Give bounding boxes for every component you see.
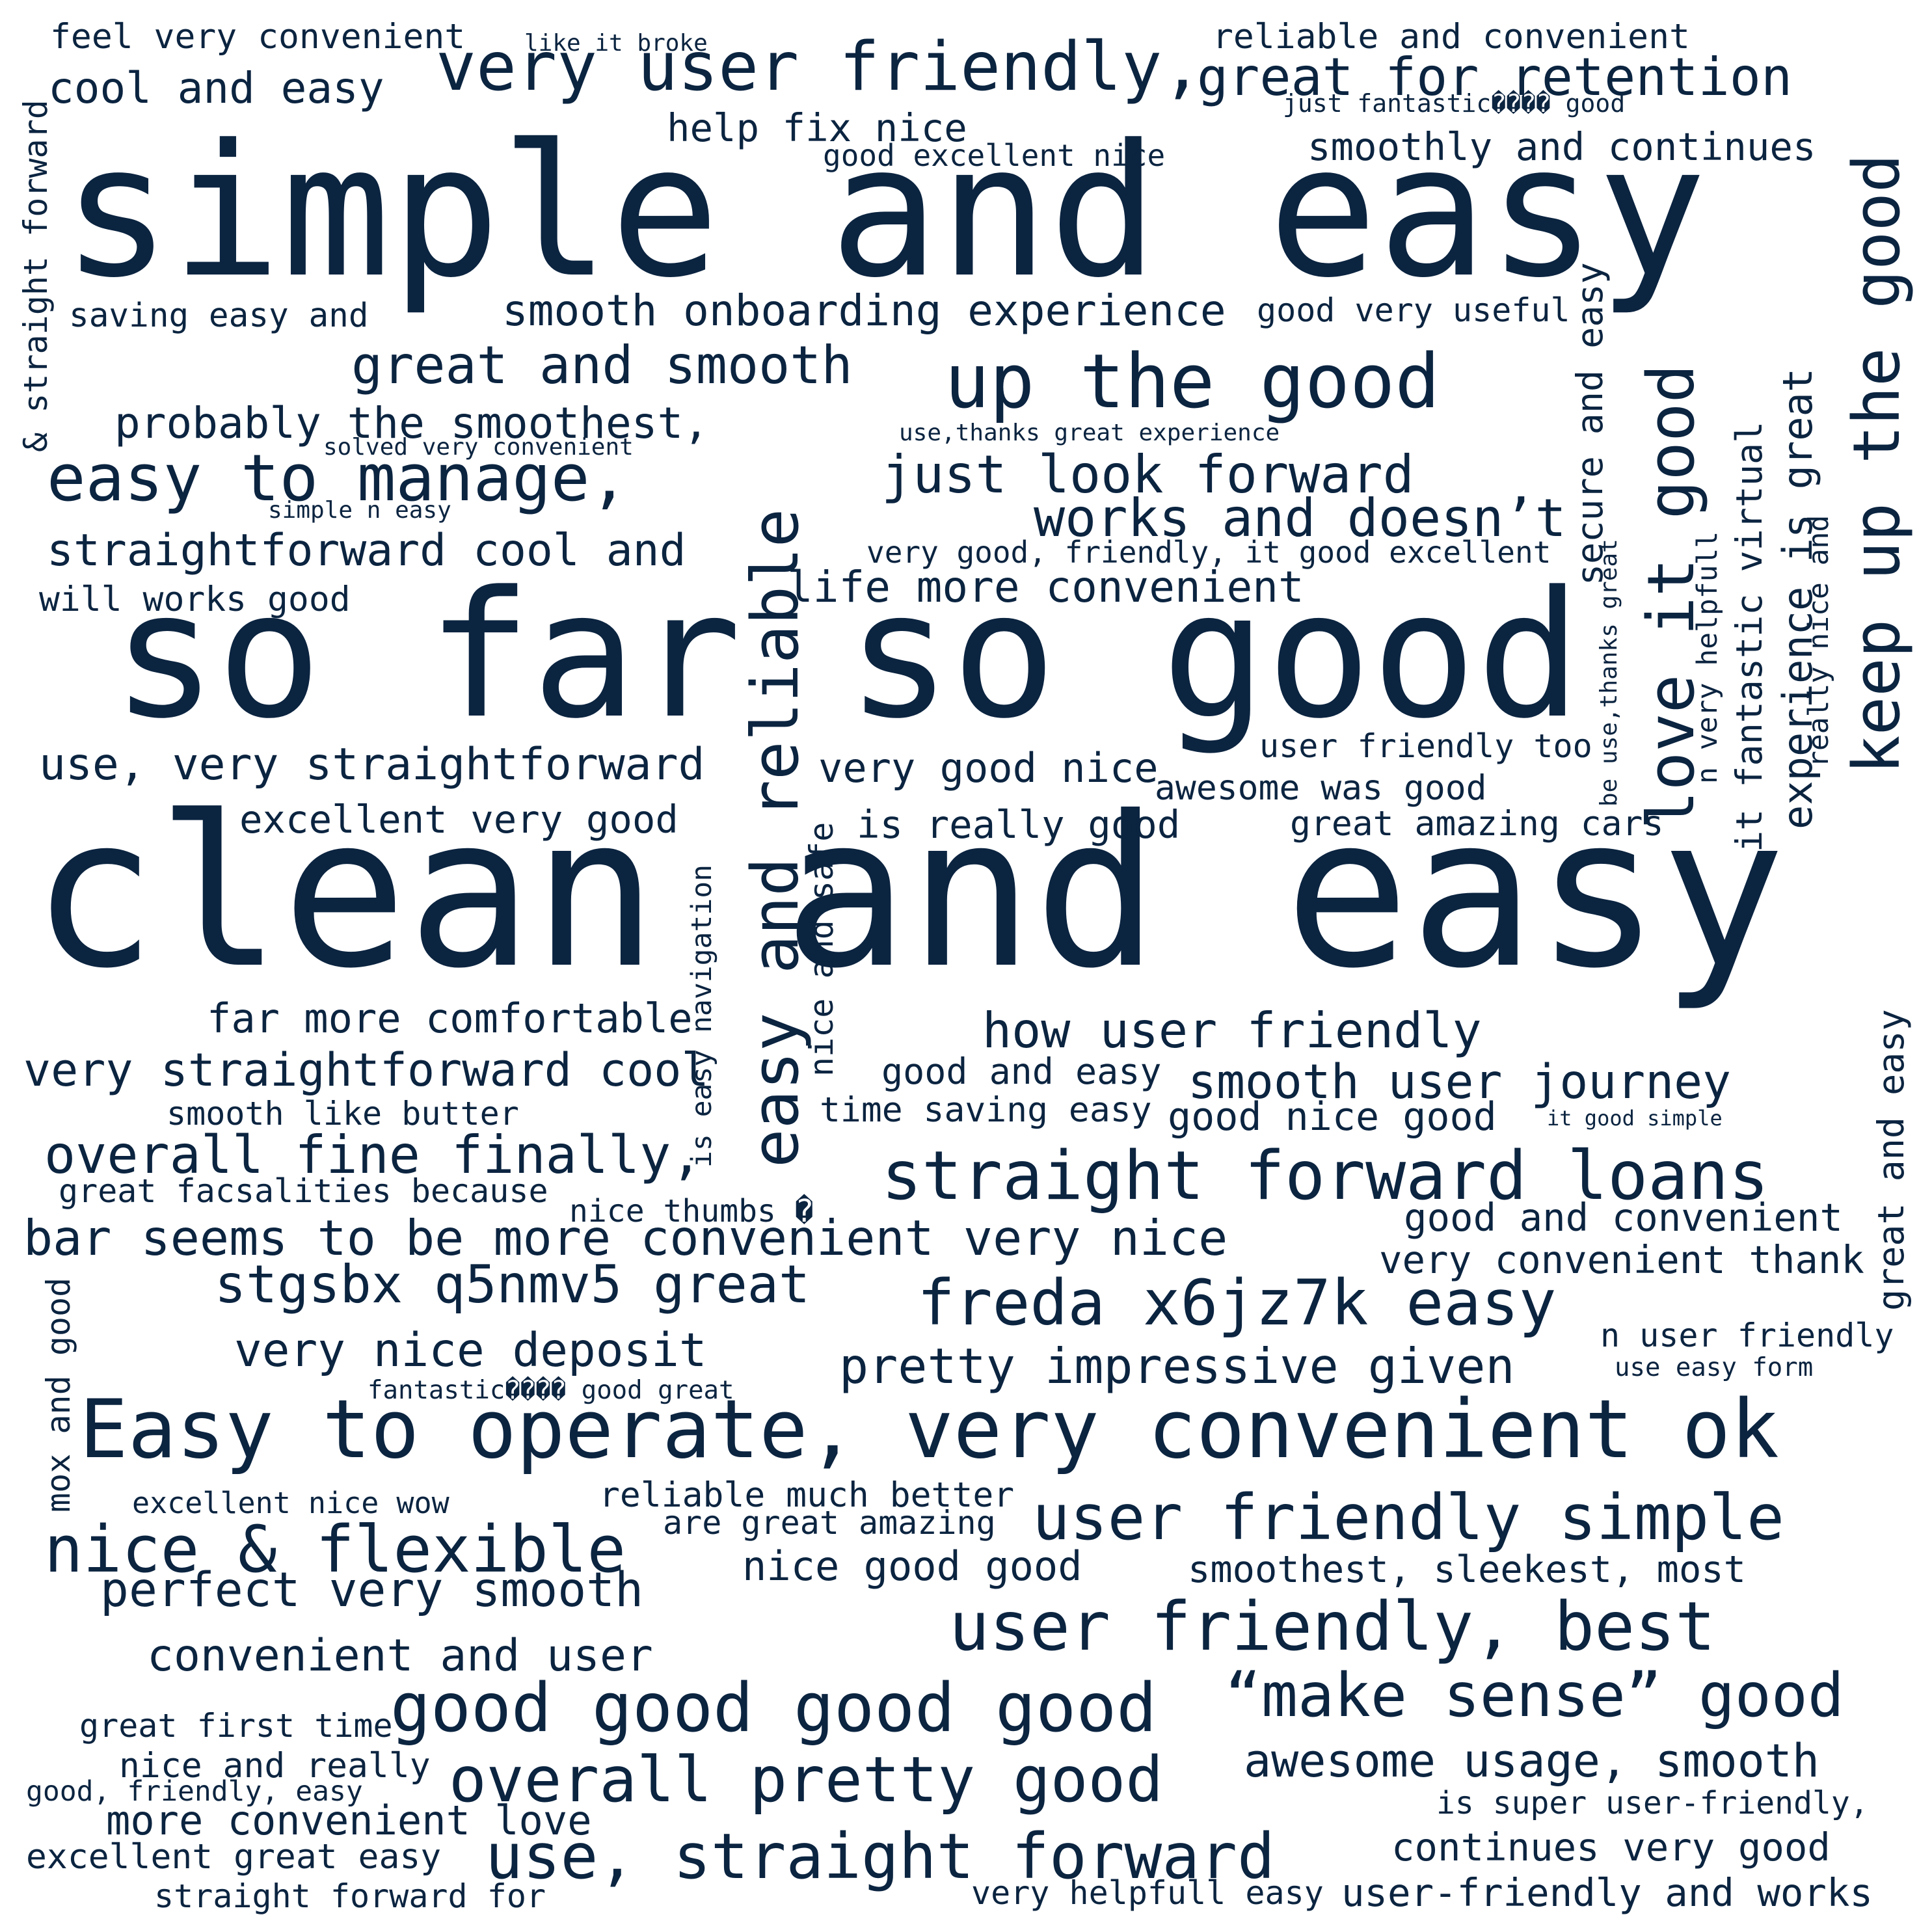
word: pretty impressive given <box>839 1337 1515 1395</box>
word: help fix nice <box>667 105 967 150</box>
word-vertical: great and easy <box>1870 1009 1912 1311</box>
word: is really good <box>857 802 1181 847</box>
word: simple and easy <box>62 106 1707 318</box>
word: cool and easy <box>48 63 384 113</box>
word: reliable and convenient <box>1213 17 1690 57</box>
word: use,thanks great experience <box>899 420 1280 446</box>
word: straight forward for <box>154 1877 546 1915</box>
word: reliable much better <box>599 1475 1015 1515</box>
word: will works good <box>39 580 351 619</box>
word-vertical: mox and good <box>40 1277 77 1512</box>
word: user friendly simple <box>1032 1481 1784 1554</box>
word-vertical: nice and safe <box>803 822 840 1077</box>
word: more convenient love <box>106 1797 592 1844</box>
word: feel very convenient <box>50 17 466 57</box>
word: like it broke <box>524 30 708 57</box>
word: solved very convenient <box>323 434 634 461</box>
word: straight forward loans <box>881 1137 1769 1215</box>
word: smoothest, sleekest, most <box>1188 1548 1746 1591</box>
word: just look forward <box>881 444 1414 505</box>
word: bar seems to be more convenient very nic… <box>23 1209 1228 1267</box>
word-vertical: secure and easy <box>1569 262 1611 585</box>
word: stgsbx q5nmv5 great <box>215 1254 811 1315</box>
word: fantastic���� good great <box>368 1376 734 1405</box>
word-vertical: & straight forward <box>17 100 55 452</box>
word: just fantastic���� good <box>1283 89 1626 118</box>
word: life more convenient <box>787 562 1304 612</box>
word: nice good good <box>742 1542 1082 1590</box>
word: works and doesn’t <box>1034 488 1566 548</box>
word: are great amazing <box>663 1504 996 1542</box>
word: very convenient thank <box>1379 1237 1864 1282</box>
word: use, straight forward <box>485 1820 1275 1893</box>
word: user-friendly and works <box>1341 1870 1873 1915</box>
word-vertical: it fantastic virtual <box>1728 421 1770 852</box>
word: excellent very good <box>239 797 678 842</box>
word: very good nice <box>818 744 1159 792</box>
word: so far so good <box>112 554 1581 757</box>
word: overall pretty good <box>449 1743 1164 1816</box>
word: convenient and user <box>147 1630 653 1682</box>
word: good, friendly, easy <box>26 1775 363 1808</box>
word: far more comfortable <box>207 995 693 1042</box>
word: user friendly, best <box>949 1588 1716 1666</box>
word: overall fine finally, <box>44 1125 703 1185</box>
word: use, very straightforward <box>39 739 705 790</box>
word-vertical: really nice and <box>1803 515 1835 768</box>
word: continues very good <box>1391 1825 1831 1870</box>
word: great amazing cars <box>1290 804 1664 844</box>
word: straightforward cool and <box>47 525 686 576</box>
word: awesome usage, smooth <box>1244 1734 1820 1788</box>
word: very user friendly, <box>436 28 1203 106</box>
word: great and smooth <box>351 335 853 396</box>
word: saving easy and <box>69 297 369 335</box>
word: smooth user journey <box>1188 1054 1732 1110</box>
word-vertical: is easy navigation <box>686 865 718 1168</box>
word: very good, friendly, it good excellent <box>866 535 1551 570</box>
word: smooth like butter <box>167 1095 519 1133</box>
word: smooth onboarding experience <box>502 286 1226 336</box>
word: clean and easy <box>31 772 1786 1014</box>
word: perfect very smooth <box>100 1563 644 1618</box>
word: very nice deposit <box>234 1323 707 1377</box>
word: use easy form <box>1615 1353 1814 1382</box>
word-vertical: easy and reliable <box>738 508 813 1168</box>
word-vertical: keep up the good <box>1840 154 1914 774</box>
word-vertical: n very helpfull <box>1691 531 1724 784</box>
word: excellent nice wow <box>132 1486 449 1520</box>
word: smoothly and continues <box>1308 124 1816 169</box>
word: great first time <box>79 1707 393 1745</box>
word: freda x6jz7k easy <box>917 1267 1557 1339</box>
word: it good simple <box>1547 1106 1723 1131</box>
word: nice and really <box>119 1746 431 1786</box>
word: awesome was good <box>1155 768 1487 808</box>
word: very straightforward cool <box>23 1043 709 1097</box>
word: up the good <box>945 338 1440 425</box>
word: excellent great easy <box>26 1837 442 1877</box>
word-vertical: be use,thanks great <box>1596 539 1622 807</box>
word: good and convenient <box>1404 1195 1843 1240</box>
word: “make sense” good <box>1225 1660 1844 1730</box>
word: is super user-friendly, <box>1436 1785 1869 1821</box>
word: great facsalities because <box>59 1172 548 1210</box>
word: nice & flexible <box>44 1512 626 1587</box>
word: nice thumbs � <box>569 1193 814 1229</box>
word: good very useful <box>1257 291 1570 329</box>
word: how user friendly <box>982 1002 1482 1059</box>
word: user friendly too <box>1259 727 1592 765</box>
word: good good good good <box>390 1669 1157 1747</box>
word: n user friendly <box>1600 1317 1894 1354</box>
word: good and easy <box>881 1051 1162 1092</box>
word: good excellent nice <box>823 138 1166 173</box>
word: easy to manage, <box>47 441 629 516</box>
word: time saving easy <box>820 1090 1152 1130</box>
word: simple n easy <box>268 497 451 524</box>
word: good nice good <box>1168 1094 1497 1140</box>
word: Easy to operate, very convenient ok <box>79 1383 1779 1477</box>
word: very helpfull easy <box>971 1874 1324 1912</box>
word: probably the smoothest, <box>114 398 709 448</box>
word: great for retention <box>1197 47 1793 107</box>
